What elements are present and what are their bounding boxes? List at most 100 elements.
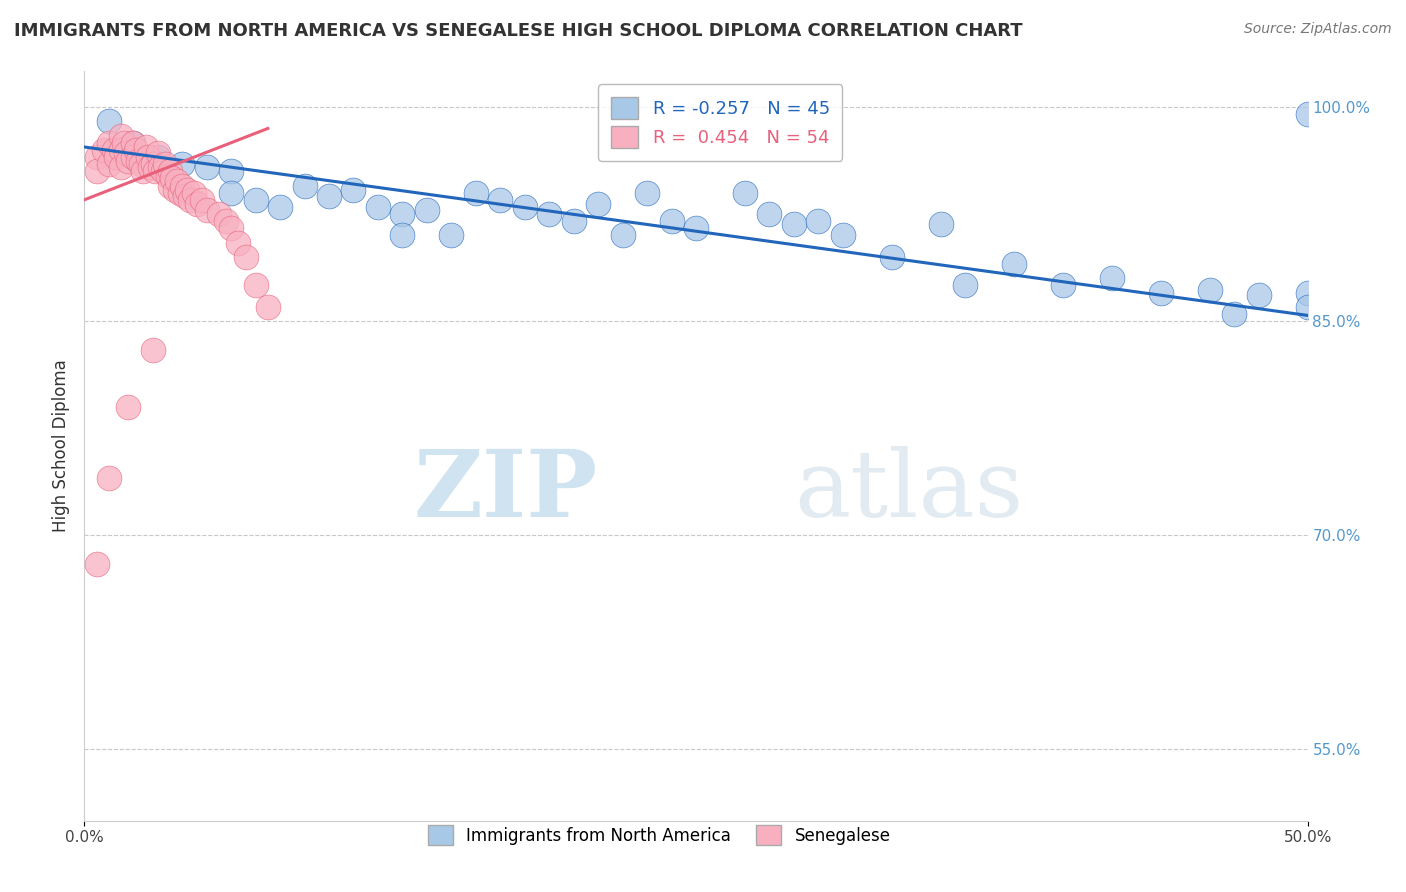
Point [172,178,194,193]
Point [172,157,194,171]
Point [142,343,165,357]
Point [183,186,205,200]
Point [1223,307,1246,321]
Point [612,228,634,243]
Text: ZIP: ZIP [413,446,598,536]
Legend: Immigrants from North America, Senegalese: Immigrants from North America, Senegales… [419,816,898,854]
Point [159,178,181,193]
Point [219,164,242,178]
Point [294,178,316,193]
Point [1002,257,1025,271]
Point [169,186,191,200]
Point [149,160,172,174]
Point [1296,300,1319,314]
Point [489,193,512,207]
Point [219,221,242,235]
Point [464,186,486,200]
Point [391,228,413,243]
Point [953,278,976,293]
Point [176,183,198,197]
Point [636,186,658,200]
Point [112,136,135,150]
Point [191,193,214,207]
Point [163,183,186,197]
Point [86,164,108,178]
Point [367,200,389,214]
Point [139,160,162,174]
Point [97,114,120,128]
Point [179,193,201,207]
Point [166,174,188,188]
Point [110,128,132,143]
Point [152,164,174,178]
Point [235,250,257,264]
Point [115,145,138,160]
Text: atlas: atlas [794,446,1024,536]
Point [929,217,952,231]
Point [127,154,149,169]
Point [86,557,108,571]
Point [105,150,128,164]
Point [342,183,364,197]
Point [219,186,242,200]
Point [1101,271,1123,285]
Point [136,150,159,164]
Point [122,150,145,164]
Point [661,214,683,228]
Point [93,143,115,157]
Point [245,193,267,207]
Point [562,214,585,228]
Point [1247,288,1270,302]
Point [538,207,561,221]
Point [758,207,780,221]
Point [880,250,903,264]
Text: IMMIGRANTS FROM NORTH AMERICA VS SENEGALESE HIGH SCHOOL DIPLOMA CORRELATION CHAR: IMMIGRANTS FROM NORTH AMERICA VS SENEGAL… [14,22,1022,40]
Point [318,188,340,202]
Point [586,197,609,211]
Text: Source: ZipAtlas.com: Source: ZipAtlas.com [1244,22,1392,37]
Point [122,136,145,150]
Point [97,471,120,485]
Point [173,188,195,202]
Point [143,164,166,178]
Point [831,228,853,243]
Point [269,200,291,214]
Point [125,143,148,157]
Point [129,157,152,171]
Point [97,136,120,150]
Point [156,169,179,183]
Point [97,157,120,171]
Point [1296,107,1319,121]
Point [146,150,169,164]
Point [228,235,250,250]
Point [257,300,280,314]
Point [110,143,132,157]
Point [186,197,208,211]
Point [117,400,139,414]
Point [685,221,707,235]
Point [245,278,267,293]
Point [783,217,806,231]
Point [1052,278,1074,293]
Point [195,202,218,217]
Point [215,214,238,228]
Point [440,228,463,243]
Point [1296,285,1319,300]
Point [807,214,830,228]
Point [1198,283,1220,297]
Point [162,171,184,186]
Point [142,157,165,171]
Point [132,164,155,178]
Point [135,140,157,154]
Point [391,207,413,221]
Point [734,186,756,200]
Point [208,207,231,221]
Point [153,157,176,171]
Point [146,145,169,160]
Point [117,154,139,169]
Point [416,202,439,217]
Point [103,143,125,157]
Point [513,200,536,214]
Point [122,136,145,150]
Point [1150,285,1173,300]
